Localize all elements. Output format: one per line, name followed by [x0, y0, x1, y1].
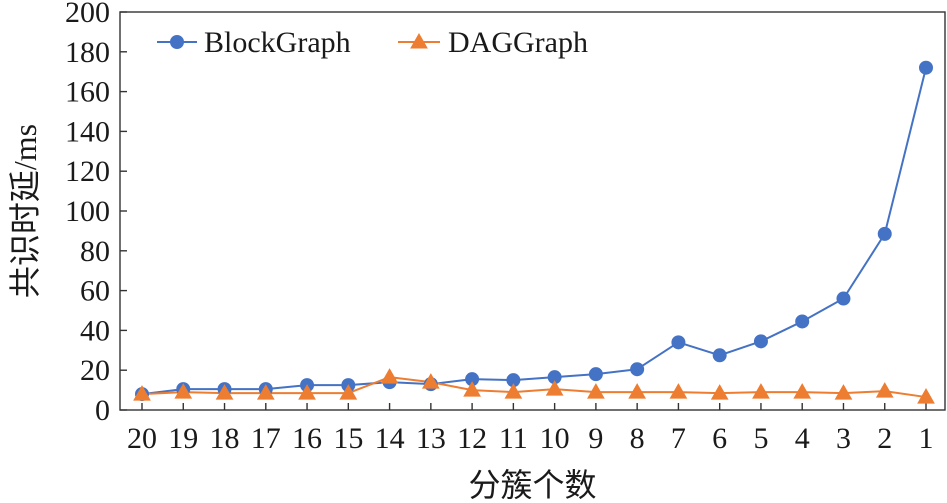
series-markers [133, 60, 935, 404]
legend-marker-blockgraph [170, 35, 184, 49]
data-point-blockgraph [919, 60, 933, 75]
data-point-daggraph [628, 383, 647, 399]
y-tick-label: 120 [65, 155, 110, 188]
data-point-blockgraph [753, 334, 768, 349]
series-lines [141, 67, 927, 399]
y-tick-label: 60 [80, 275, 110, 308]
legend-label-blockgraph: BlockGraph [204, 26, 351, 59]
data-point-daggraph [545, 380, 564, 396]
y-tick-label: 160 [65, 76, 110, 109]
y-tick-label: 100 [65, 195, 110, 228]
chart-axes [119, 11, 946, 411]
y-tick-label: 20 [80, 354, 110, 387]
x-tick-label: 9 [588, 422, 603, 455]
data-point-daggraph [133, 385, 151, 401]
x-tick-label: 11 [499, 422, 528, 455]
data-point-daggraph [174, 383, 193, 399]
data-point-daggraph [215, 384, 234, 400]
data-point-daggraph [339, 384, 358, 400]
x-tick-label: 15 [333, 422, 363, 455]
data-point-daggraph [298, 384, 316, 400]
x-tick-label: 20 [127, 422, 157, 455]
x-tick-label: 13 [416, 422, 446, 455]
y-tick-label: 180 [65, 36, 110, 69]
x-tick-label: 10 [540, 422, 570, 455]
data-point-blockgraph [630, 362, 645, 377]
legend-marker-daggraph [410, 32, 428, 49]
data-point-daggraph [504, 383, 523, 399]
data-point-blockgraph [712, 348, 727, 363]
x-tick-label: 4 [795, 422, 810, 455]
data-point-daggraph [421, 373, 440, 389]
plot-frame [119, 11, 946, 411]
x-tick-label: 3 [836, 422, 851, 455]
data-point-daggraph [380, 368, 399, 384]
x-tick-label: 16 [292, 422, 322, 455]
series-line-blockgraph [141, 67, 927, 396]
legend: BlockGraph DAGGraph [157, 26, 588, 59]
legend-label-daggraph: DAGGraph [448, 26, 588, 59]
x-tick-label: 5 [753, 422, 768, 455]
x-tick-label: 8 [630, 422, 645, 455]
data-point-daggraph [587, 383, 605, 399]
y-tick-label: 80 [80, 235, 110, 268]
data-point-daggraph [834, 384, 853, 400]
data-point-daggraph [256, 384, 275, 400]
y-tick-label: 0 [95, 394, 110, 427]
y-tick-label: 200 [65, 0, 110, 29]
y-axis-label: 共识时延/ms [7, 124, 43, 298]
data-point-daggraph [669, 383, 688, 399]
data-point-blockgraph [671, 335, 686, 350]
x-tick-label: 17 [251, 422, 281, 455]
x-tick-label: 7 [671, 422, 686, 455]
data-point-blockgraph [795, 314, 810, 329]
y-tick-label: 40 [80, 314, 110, 347]
data-point-daggraph [875, 382, 894, 398]
x-axis-label: 分簇个数 [468, 467, 596, 503]
data-point-blockgraph [836, 291, 851, 306]
x-axis-ticks: 20 19 18 17 16 15 14 13 12 11 10 9 8 7 6 5 4 3 2 1 [127, 403, 934, 455]
data-point-daggraph [710, 384, 729, 400]
y-tick-label: 140 [65, 115, 110, 148]
series-line-daggraph [141, 376, 927, 399]
x-tick-label: 12 [457, 422, 487, 455]
data-point-blockgraph [588, 367, 603, 382]
data-point-blockgraph [877, 226, 892, 241]
x-tick-label: 6 [712, 422, 727, 455]
x-tick-label: 19 [168, 422, 198, 455]
x-tick-label: 14 [375, 422, 405, 455]
data-point-daggraph [752, 383, 770, 399]
data-point-daggraph [793, 383, 812, 399]
x-tick-label: 1 [919, 422, 934, 455]
y-axis-ticks: 0 20 40 60 80 100 120 140 160 180 200 [65, 0, 127, 427]
data-point-daggraph [917, 388, 935, 404]
x-tick-label: 2 [877, 422, 892, 455]
x-tick-label: 18 [210, 422, 240, 455]
data-point-daggraph [463, 381, 481, 397]
